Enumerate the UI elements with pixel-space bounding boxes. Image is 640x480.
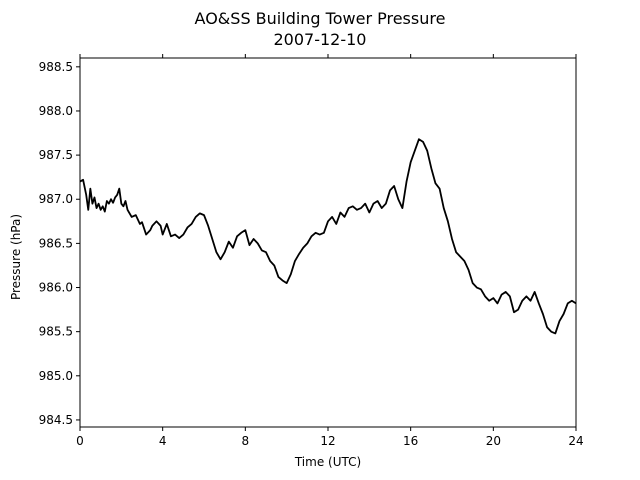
- x-tick-label-2: 8: [242, 434, 250, 448]
- chart-title: AO&SS Building Tower Pressure: [195, 9, 446, 28]
- y-tick-label-8: 988.5: [39, 60, 73, 74]
- pressure-series-line: [79, 138, 577, 335]
- y-axis-label: Pressure (hPa): [9, 214, 23, 300]
- x-tick-label-1: 4: [159, 434, 167, 448]
- x-tick-label-4: 16: [403, 434, 418, 448]
- y-tick-label-3: 986.0: [39, 281, 73, 295]
- x-tick-label-6: 24: [568, 434, 583, 448]
- chart-subtitle: 2007-12-10: [274, 30, 367, 49]
- y-tick-label-1: 985.0: [39, 369, 73, 383]
- y-tick-label-6: 987.5: [39, 148, 73, 162]
- y-tick-label-2: 985.5: [39, 325, 73, 339]
- y-tick-label-7: 988.0: [39, 104, 73, 118]
- x-axis-label: Time (UTC): [294, 455, 361, 469]
- y-tick-label-4: 986.5: [39, 236, 73, 250]
- x-tick-label-0: 0: [76, 434, 84, 448]
- x-tick-label-5: 20: [486, 434, 501, 448]
- plot-area: 0 4 8 12 16 20 24 984.5 985.0 985.5 986.0 986.5 987.…: [39, 54, 584, 448]
- y-tick-label-0: 984.5: [39, 413, 73, 427]
- x-tick-label-3: 12: [320, 434, 335, 448]
- plot-frame: [79, 57, 577, 428]
- y-tick-label-5: 987.0: [39, 192, 73, 206]
